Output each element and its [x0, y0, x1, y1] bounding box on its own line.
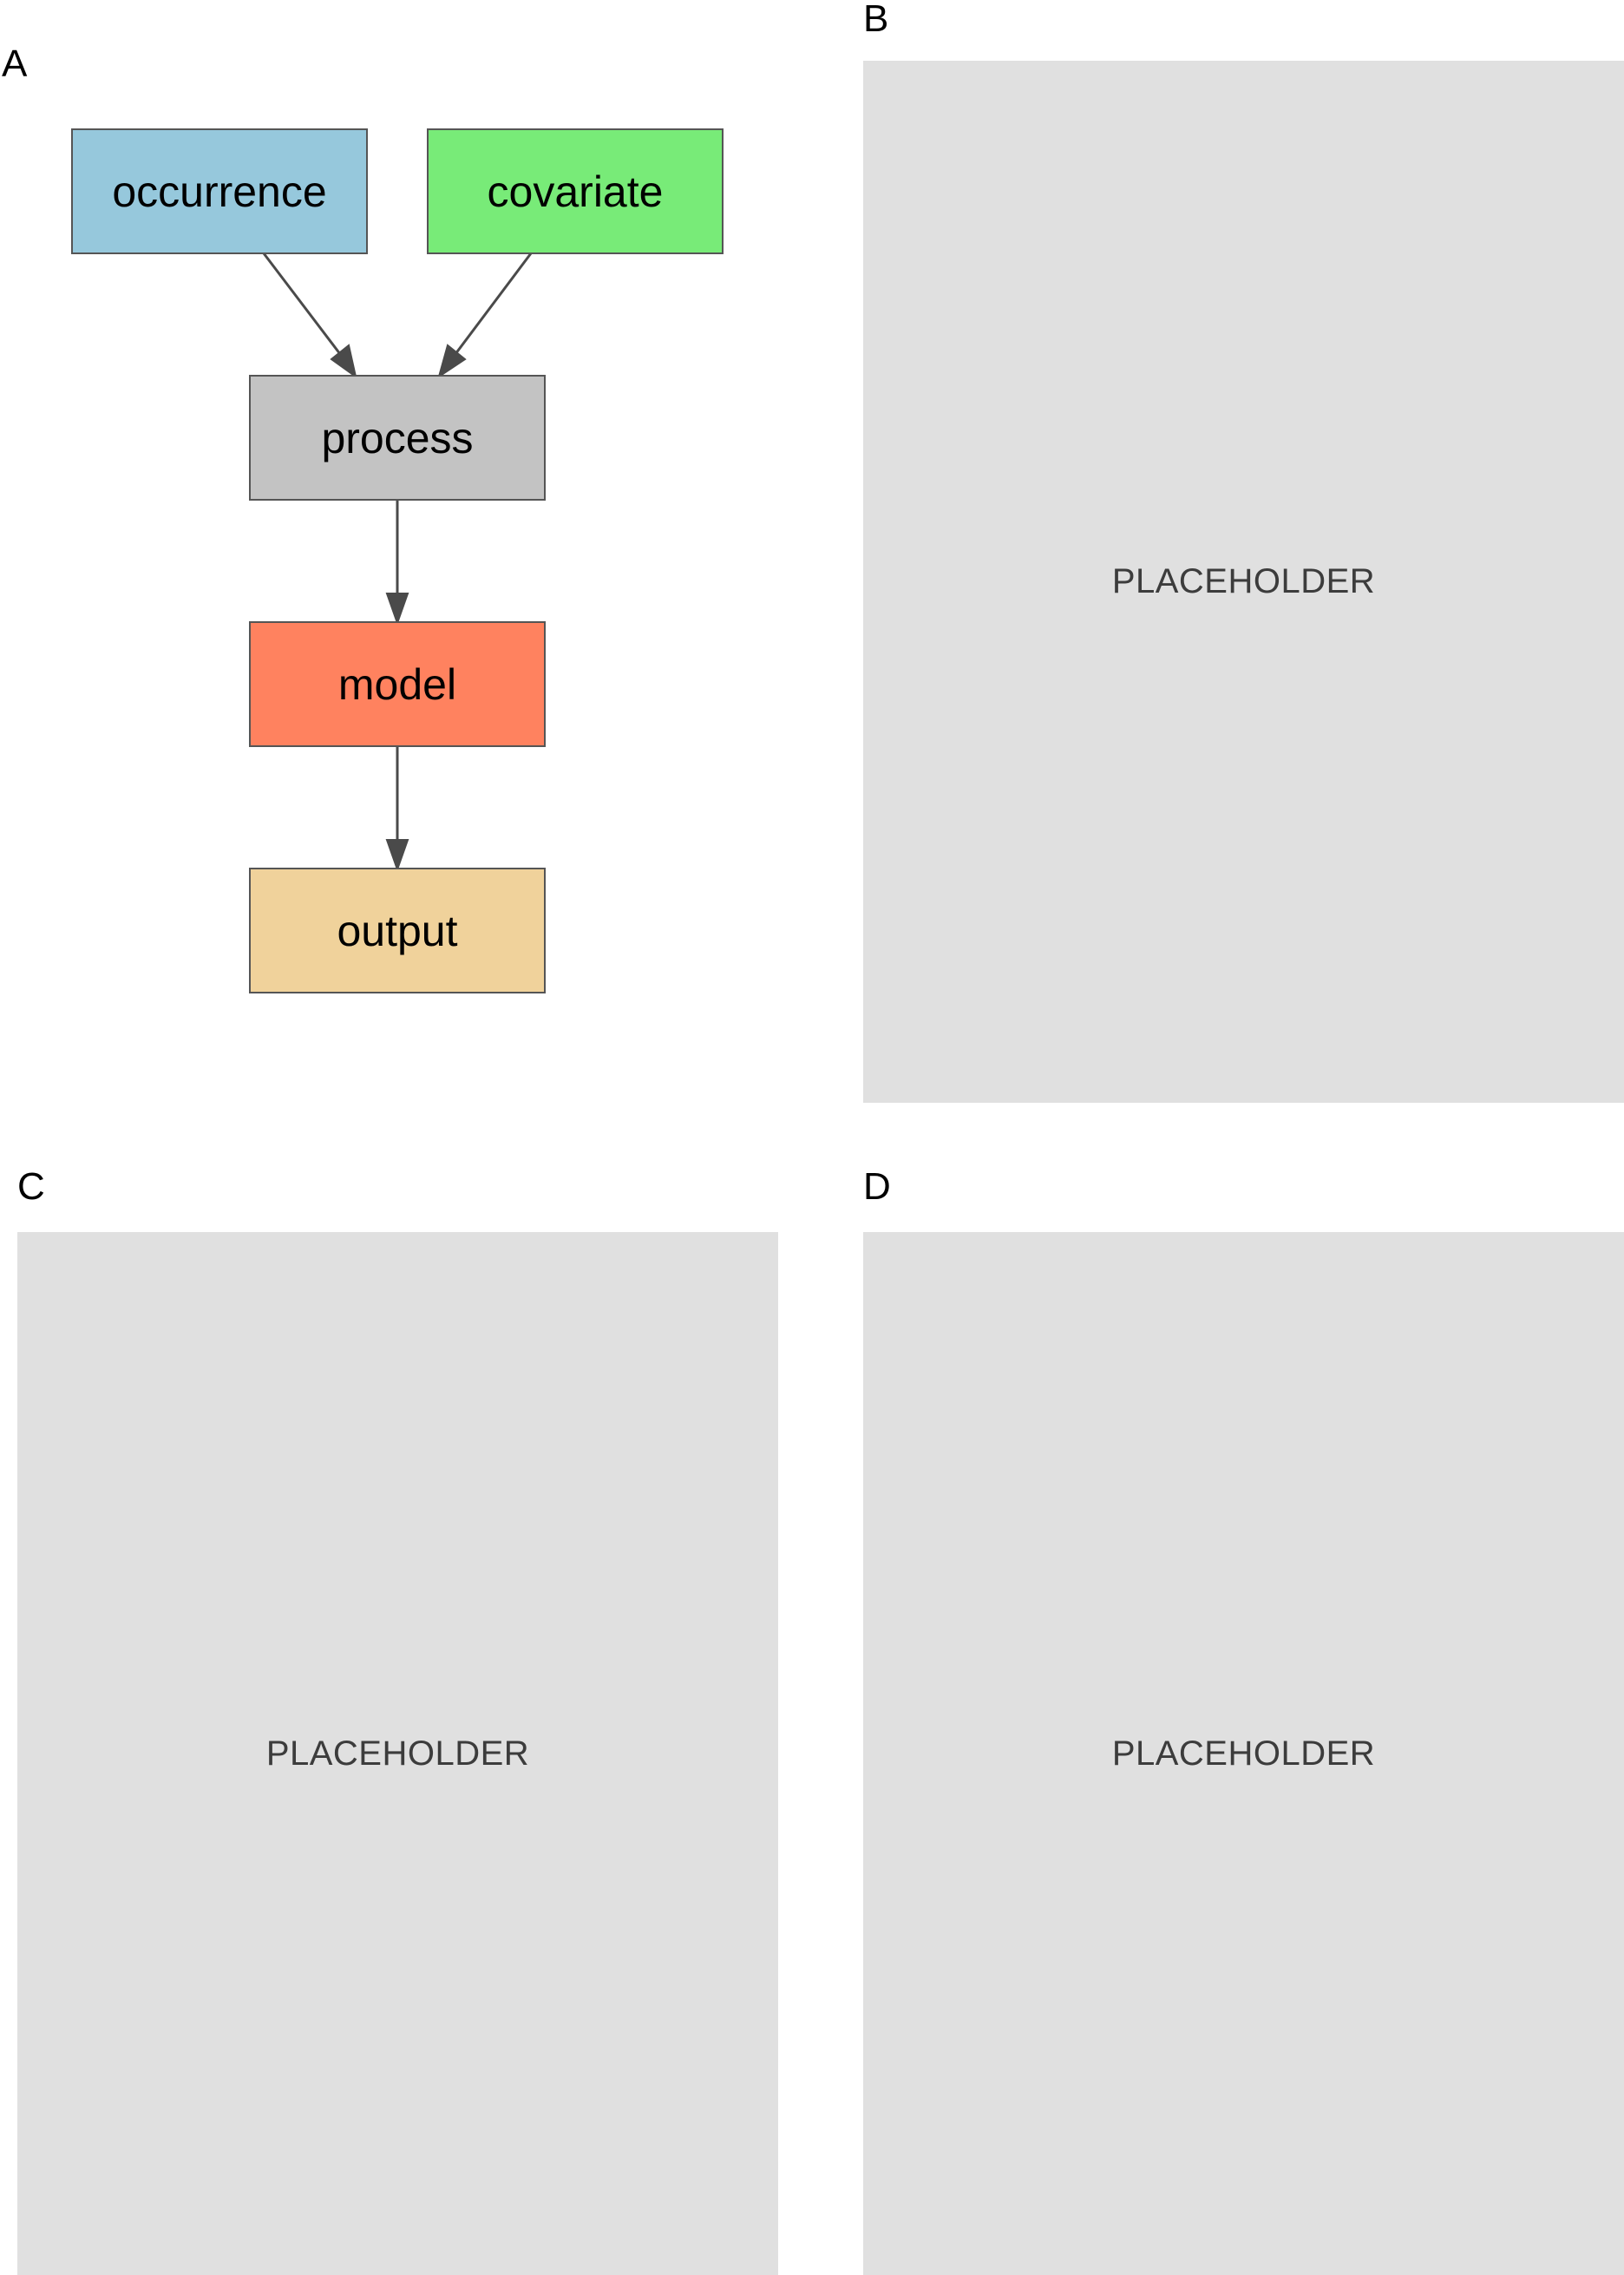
panel-d-placeholder: PLACEHOLDER — [863, 1232, 1624, 2275]
node-model-box — [249, 621, 546, 747]
panel-label-b: B — [863, 0, 889, 40]
edge-occurrence-process — [262, 252, 344, 358]
panel-b-placeholder: PLACEHOLDER — [863, 61, 1624, 1103]
node-covariate-label: covariate — [488, 167, 664, 216]
arrowhead-process-model — [385, 593, 409, 626]
panel-c-placeholder: PLACEHOLDER — [17, 1232, 778, 2275]
arrowhead-occurrence-process — [330, 344, 357, 379]
node-output-label: output — [337, 907, 457, 955]
node-occurrence-label: occurrence — [112, 167, 326, 216]
node-output: output — [249, 868, 546, 993]
node-output-box — [249, 868, 546, 993]
panel-label-d: D — [863, 1165, 891, 1208]
node-model-label: model — [338, 660, 456, 709]
arrowhead-model-output — [385, 839, 409, 873]
edge-covariate-process — [451, 252, 533, 358]
edges — [262, 252, 533, 873]
arrowhead-covariate-process — [437, 344, 467, 379]
panel-label-c: C — [17, 1165, 45, 1208]
node-process-box — [249, 375, 546, 501]
node-covariate: covariate — [427, 128, 724, 254]
flow-diagram: occurrence covariate process model outpu… — [71, 128, 724, 993]
panel-c-placeholder-text: PLACEHOLDER — [265, 1734, 530, 1773]
node-occurrence-box — [71, 128, 368, 254]
node-occurrence: occurrence — [71, 128, 368, 254]
node-process: process — [249, 375, 546, 501]
node-model: model — [249, 621, 546, 747]
node-process-label: process — [321, 414, 473, 462]
node-covariate-box — [427, 128, 724, 254]
panel-d-placeholder-text: PLACEHOLDER — [1111, 1734, 1376, 1773]
panel-label-a: A — [2, 43, 28, 85]
panel-b-placeholder-text: PLACEHOLDER — [1111, 562, 1376, 600]
